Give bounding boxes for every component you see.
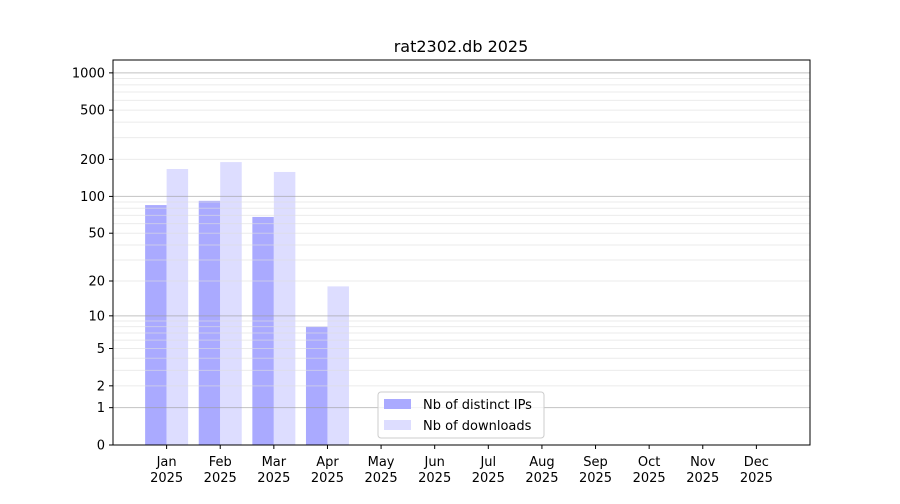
x-tick-label: 2025 [740, 471, 773, 486]
y-tick-label: 200 [80, 153, 105, 168]
x-tick-label: Feb [209, 455, 232, 470]
bar-downloads [273, 171, 296, 445]
x-tick-label: Oct [638, 455, 660, 470]
bar-ips [198, 200, 221, 445]
x-tick-label: 2025 [472, 471, 505, 486]
bar-ips [252, 216, 274, 445]
chart-title: rat2302.db 2025 [394, 37, 529, 56]
legend-swatch-ips [384, 399, 411, 409]
x-tick-label: Dec [744, 455, 769, 470]
x-tick-label: Jun [424, 455, 445, 470]
bar-downloads [166, 169, 189, 445]
y-tick-label: 1000 [72, 66, 105, 81]
y-tick-label: 0 [97, 439, 105, 454]
y-tick-label: 50 [88, 227, 105, 242]
y-tick-label: 1 [97, 401, 105, 416]
x-tick-label: 2025 [150, 471, 183, 486]
x-tick-label: 2025 [204, 471, 237, 486]
x-tick-label: 2025 [525, 471, 558, 486]
plot-frame [112, 59, 811, 446]
x-tick-label: Nov [690, 455, 716, 470]
legend: Nb of distinct IPs Nb of downloads [377, 391, 545, 439]
x-tick-label: 2025 [633, 471, 666, 486]
x-tick-label: Apr [316, 455, 339, 470]
y-tick-label: 500 [80, 104, 105, 119]
y-tick-label: 100 [80, 190, 105, 205]
y-tick-label: 20 [88, 275, 105, 290]
x-tick-label: May [368, 455, 395, 470]
x-tick-label: Jan [156, 455, 177, 470]
bar-downloads [220, 162, 242, 446]
x-tick-label: 2025 [365, 471, 398, 486]
y-tick-label: 2 [97, 379, 105, 394]
bar-ips [145, 205, 167, 445]
x-tick-label: 2025 [579, 471, 612, 486]
x-tick-label: 2025 [311, 471, 344, 486]
legend-box [377, 391, 545, 439]
bar-downloads [327, 286, 349, 445]
y-tick-label: 5 [97, 342, 105, 357]
legend-swatch-downloads [384, 420, 411, 430]
x-tick-label: 2025 [686, 471, 719, 486]
x-tick-label: Jul [479, 455, 496, 470]
x-tick-label: Aug [529, 455, 554, 470]
y-tick-label: 10 [88, 309, 105, 324]
legend-label-downloads: Nb of downloads [423, 419, 532, 434]
x-tick-label: 2025 [257, 471, 290, 486]
legend-label-ips: Nb of distinct IPs [423, 398, 532, 413]
x-tick-label: Sep [583, 455, 608, 470]
x-tick-label: Mar [262, 455, 287, 470]
x-tick-label: 2025 [418, 471, 451, 486]
